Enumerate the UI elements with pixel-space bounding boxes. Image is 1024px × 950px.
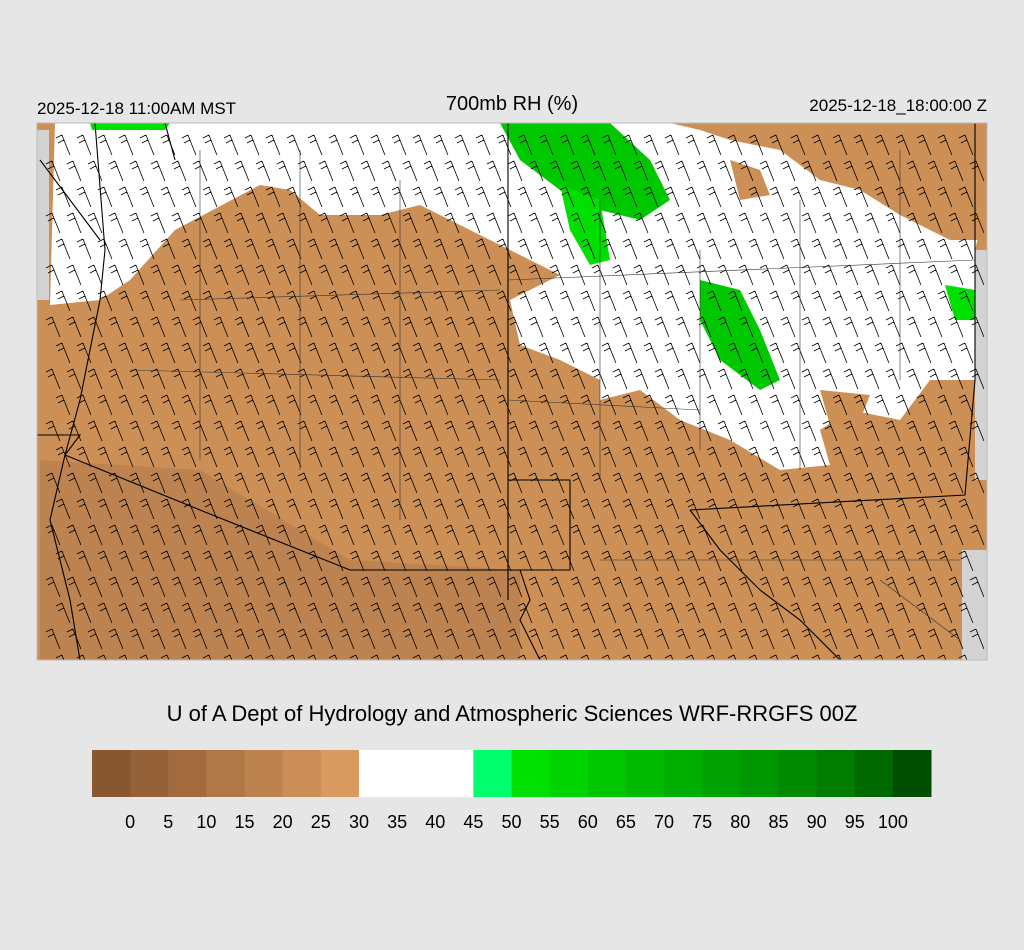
colorbar-label: 60: [578, 812, 598, 832]
dry-patch: [820, 390, 870, 425]
map-frame: [36, 122, 988, 661]
drier-field: [40, 460, 520, 660]
wet-patch: [90, 123, 170, 130]
no-data: [962, 550, 987, 660]
title: 700mb RH (%): [446, 93, 578, 115]
colorbar-swatch: [854, 750, 894, 797]
colorbar-swatch: [473, 750, 512, 797]
colorbar-label: 100: [878, 812, 908, 832]
colorbar-swatch: [702, 750, 741, 797]
colorbar-label: 0: [125, 812, 135, 832]
colorbar-swatch: [244, 750, 284, 797]
no-data: [37, 130, 49, 300]
colorbar-swatch: [206, 750, 246, 797]
colorbar-label: 5: [163, 812, 173, 832]
dry-patch: [730, 160, 770, 200]
colorbar-swatch: [587, 750, 627, 797]
colorbar-label: 40: [425, 812, 445, 832]
colorbar-swatch: [435, 750, 474, 797]
wet-patch: [560, 185, 610, 265]
colorbar-swatch: [358, 750, 398, 797]
wet-patch: [500, 123, 670, 220]
colorbar-swatch: [892, 750, 932, 797]
colorbar-swatch: [664, 750, 703, 797]
colorbar-label: 85: [768, 812, 788, 832]
dry-patch: [670, 123, 987, 240]
colorbar-label: 70: [654, 812, 674, 832]
colorbar-label: 65: [616, 812, 636, 832]
colorbar-swatch: [168, 750, 207, 797]
valid-local-time: 2025-12-18 11:00AM MST: [37, 99, 236, 118]
colorbar-label: 50: [501, 812, 521, 832]
colorbar: 0 5 10 15 20 25 30 35 40 45 50 55 60 65 70 75 80 85 90 95 10…: [92, 750, 932, 832]
colorbar-swatch: [397, 750, 436, 797]
colorbar-label: 15: [235, 812, 255, 832]
valid-utc-time: 2025-12-18_18:00:00 Z: [809, 96, 987, 115]
colorbar-swatch: [92, 750, 131, 797]
wet-patch: [945, 285, 975, 320]
no-data: [975, 250, 987, 480]
colorbar-swatch: [130, 750, 169, 797]
colorbar-label: 90: [807, 812, 827, 832]
colorbar-label: 10: [196, 812, 216, 832]
county-borders: [129, 150, 976, 641]
colorbar-swatch: [816, 750, 856, 797]
wind-barbs: [45, 134, 985, 660]
wet-patch: [700, 280, 780, 390]
colorbar-swatch: [778, 750, 818, 797]
colorbar-swatch: [549, 750, 589, 797]
colorbar-swatch: [625, 750, 665, 797]
colorbar-label: 55: [540, 812, 560, 832]
state-borders: [37, 123, 976, 660]
colorbar-swatch: [740, 750, 779, 797]
colorbar-label: 75: [692, 812, 712, 832]
colorbar-label: 80: [730, 812, 750, 832]
colorbar-swatch: [511, 750, 551, 797]
colorbar-label: 95: [845, 812, 865, 832]
colorbar-label: 30: [349, 812, 369, 832]
colorbar-label: 35: [387, 812, 407, 832]
colorbar-label: 25: [311, 812, 331, 832]
colorbar-label: 20: [273, 812, 293, 832]
colorbar-swatch: [320, 750, 360, 797]
colorbar-label: 45: [463, 812, 483, 832]
footer: U of A Dept of Hydrology and Atmospheric…: [167, 701, 858, 726]
map: [36, 122, 988, 661]
colorbar-swatch: [282, 750, 322, 797]
